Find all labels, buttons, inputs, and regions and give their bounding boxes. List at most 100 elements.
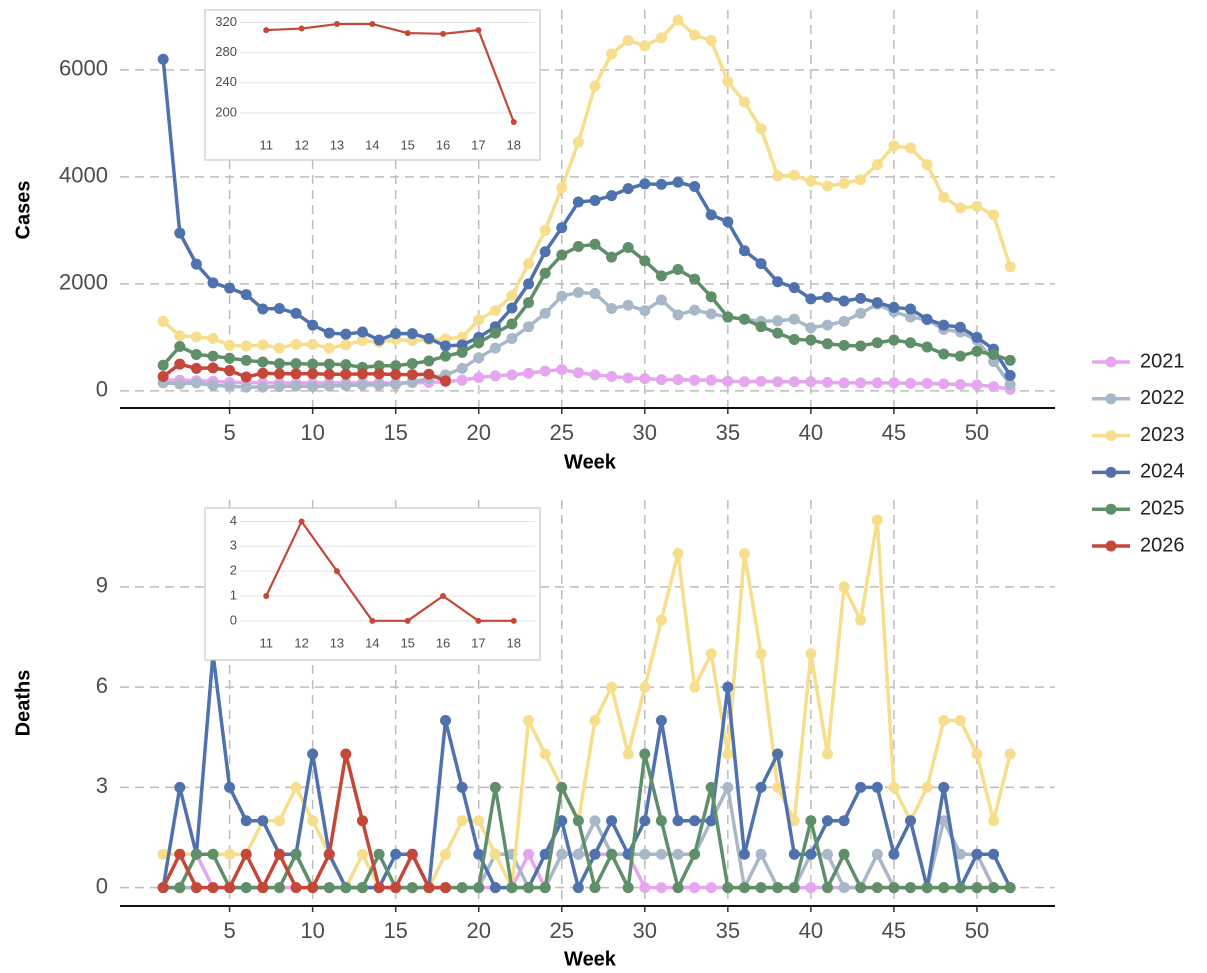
data-point <box>938 348 950 360</box>
data-point <box>639 848 651 860</box>
data-point <box>390 882 402 894</box>
data-point <box>755 321 767 333</box>
data-point <box>772 170 784 182</box>
data-point <box>938 715 950 727</box>
y-tick-label: 2 <box>230 563 237 578</box>
data-point <box>539 848 551 860</box>
x-tick-label: 13 <box>330 635 344 650</box>
x-tick-label: 50 <box>965 420 989 445</box>
data-point <box>406 358 418 370</box>
data-point <box>390 378 402 390</box>
data-point <box>369 617 376 624</box>
x-tick-label: 45 <box>882 420 906 445</box>
data-point <box>689 882 701 894</box>
data-point <box>572 196 584 208</box>
data-point <box>174 330 186 342</box>
data-point <box>174 781 186 793</box>
data-point <box>871 377 883 389</box>
data-point <box>705 209 717 221</box>
data-point <box>821 848 833 860</box>
data-point <box>406 328 418 340</box>
data-point <box>190 882 202 894</box>
data-point <box>157 370 169 382</box>
data-point <box>556 363 568 375</box>
x-tick-label: 45 <box>882 918 906 943</box>
x-axis-title: Week <box>564 948 617 970</box>
y-tick-label: 320 <box>215 14 237 29</box>
x-tick-label: 12 <box>294 137 308 152</box>
data-point <box>788 376 800 388</box>
data-point <box>523 848 535 860</box>
data-point <box>655 848 667 860</box>
data-point <box>224 282 236 294</box>
data-point <box>855 781 867 793</box>
data-point <box>556 848 568 860</box>
data-point <box>905 377 917 389</box>
data-point <box>788 882 800 894</box>
data-point <box>821 291 833 303</box>
data-point <box>838 848 850 860</box>
x-tick-label: 20 <box>466 420 490 445</box>
data-point <box>722 681 734 693</box>
data-point <box>622 299 634 311</box>
data-point <box>224 781 236 793</box>
data-point <box>838 295 850 307</box>
data-point <box>572 136 584 148</box>
data-point <box>157 359 169 371</box>
data-point <box>340 359 352 371</box>
data-point <box>988 882 1000 894</box>
data-point <box>622 183 634 195</box>
data-point <box>1004 354 1016 366</box>
data-point <box>207 848 219 860</box>
data-point <box>672 176 684 188</box>
data-point <box>805 882 817 894</box>
data-point <box>190 377 202 389</box>
data-point <box>556 182 568 194</box>
data-point <box>639 178 651 190</box>
data-point <box>290 882 302 894</box>
x-tick-label: 18 <box>507 635 521 650</box>
data-point <box>506 302 518 314</box>
data-point <box>406 848 418 860</box>
series-line <box>161 242 1011 370</box>
data-point <box>1004 261 1016 273</box>
x-tick-label: 15 <box>383 420 407 445</box>
y-tick-label: 9 <box>96 573 108 598</box>
data-point <box>589 194 601 206</box>
data-point <box>224 882 236 894</box>
legend-swatch <box>1105 503 1117 515</box>
y-tick-label: 6000 <box>59 56 108 81</box>
series-line <box>161 59 1012 377</box>
data-point <box>722 216 734 228</box>
data-point <box>606 190 618 202</box>
legend-label: 2026 <box>1140 534 1185 556</box>
data-point <box>622 34 634 46</box>
data-point <box>475 617 482 624</box>
data-point <box>738 313 750 325</box>
data-point <box>539 224 551 236</box>
data-point <box>838 377 850 389</box>
data-point <box>157 848 169 860</box>
x-tick-label: 15 <box>400 137 414 152</box>
data-point <box>772 781 784 793</box>
data-point <box>539 267 551 279</box>
data-point <box>190 331 202 343</box>
data-point <box>539 307 551 319</box>
x-tick-label: 5 <box>223 918 235 943</box>
data-point <box>423 882 435 894</box>
data-point <box>788 815 800 827</box>
data-point <box>257 367 269 379</box>
data-point <box>572 240 584 252</box>
data-point <box>838 581 850 593</box>
data-point <box>340 380 352 392</box>
data-point <box>689 273 701 285</box>
data-point <box>954 882 966 894</box>
data-point <box>440 715 452 727</box>
x-tick-label: 25 <box>550 420 574 445</box>
data-point <box>971 848 983 860</box>
data-point <box>971 379 983 391</box>
data-point <box>855 307 867 319</box>
data-point <box>224 848 236 860</box>
data-point <box>639 681 651 693</box>
